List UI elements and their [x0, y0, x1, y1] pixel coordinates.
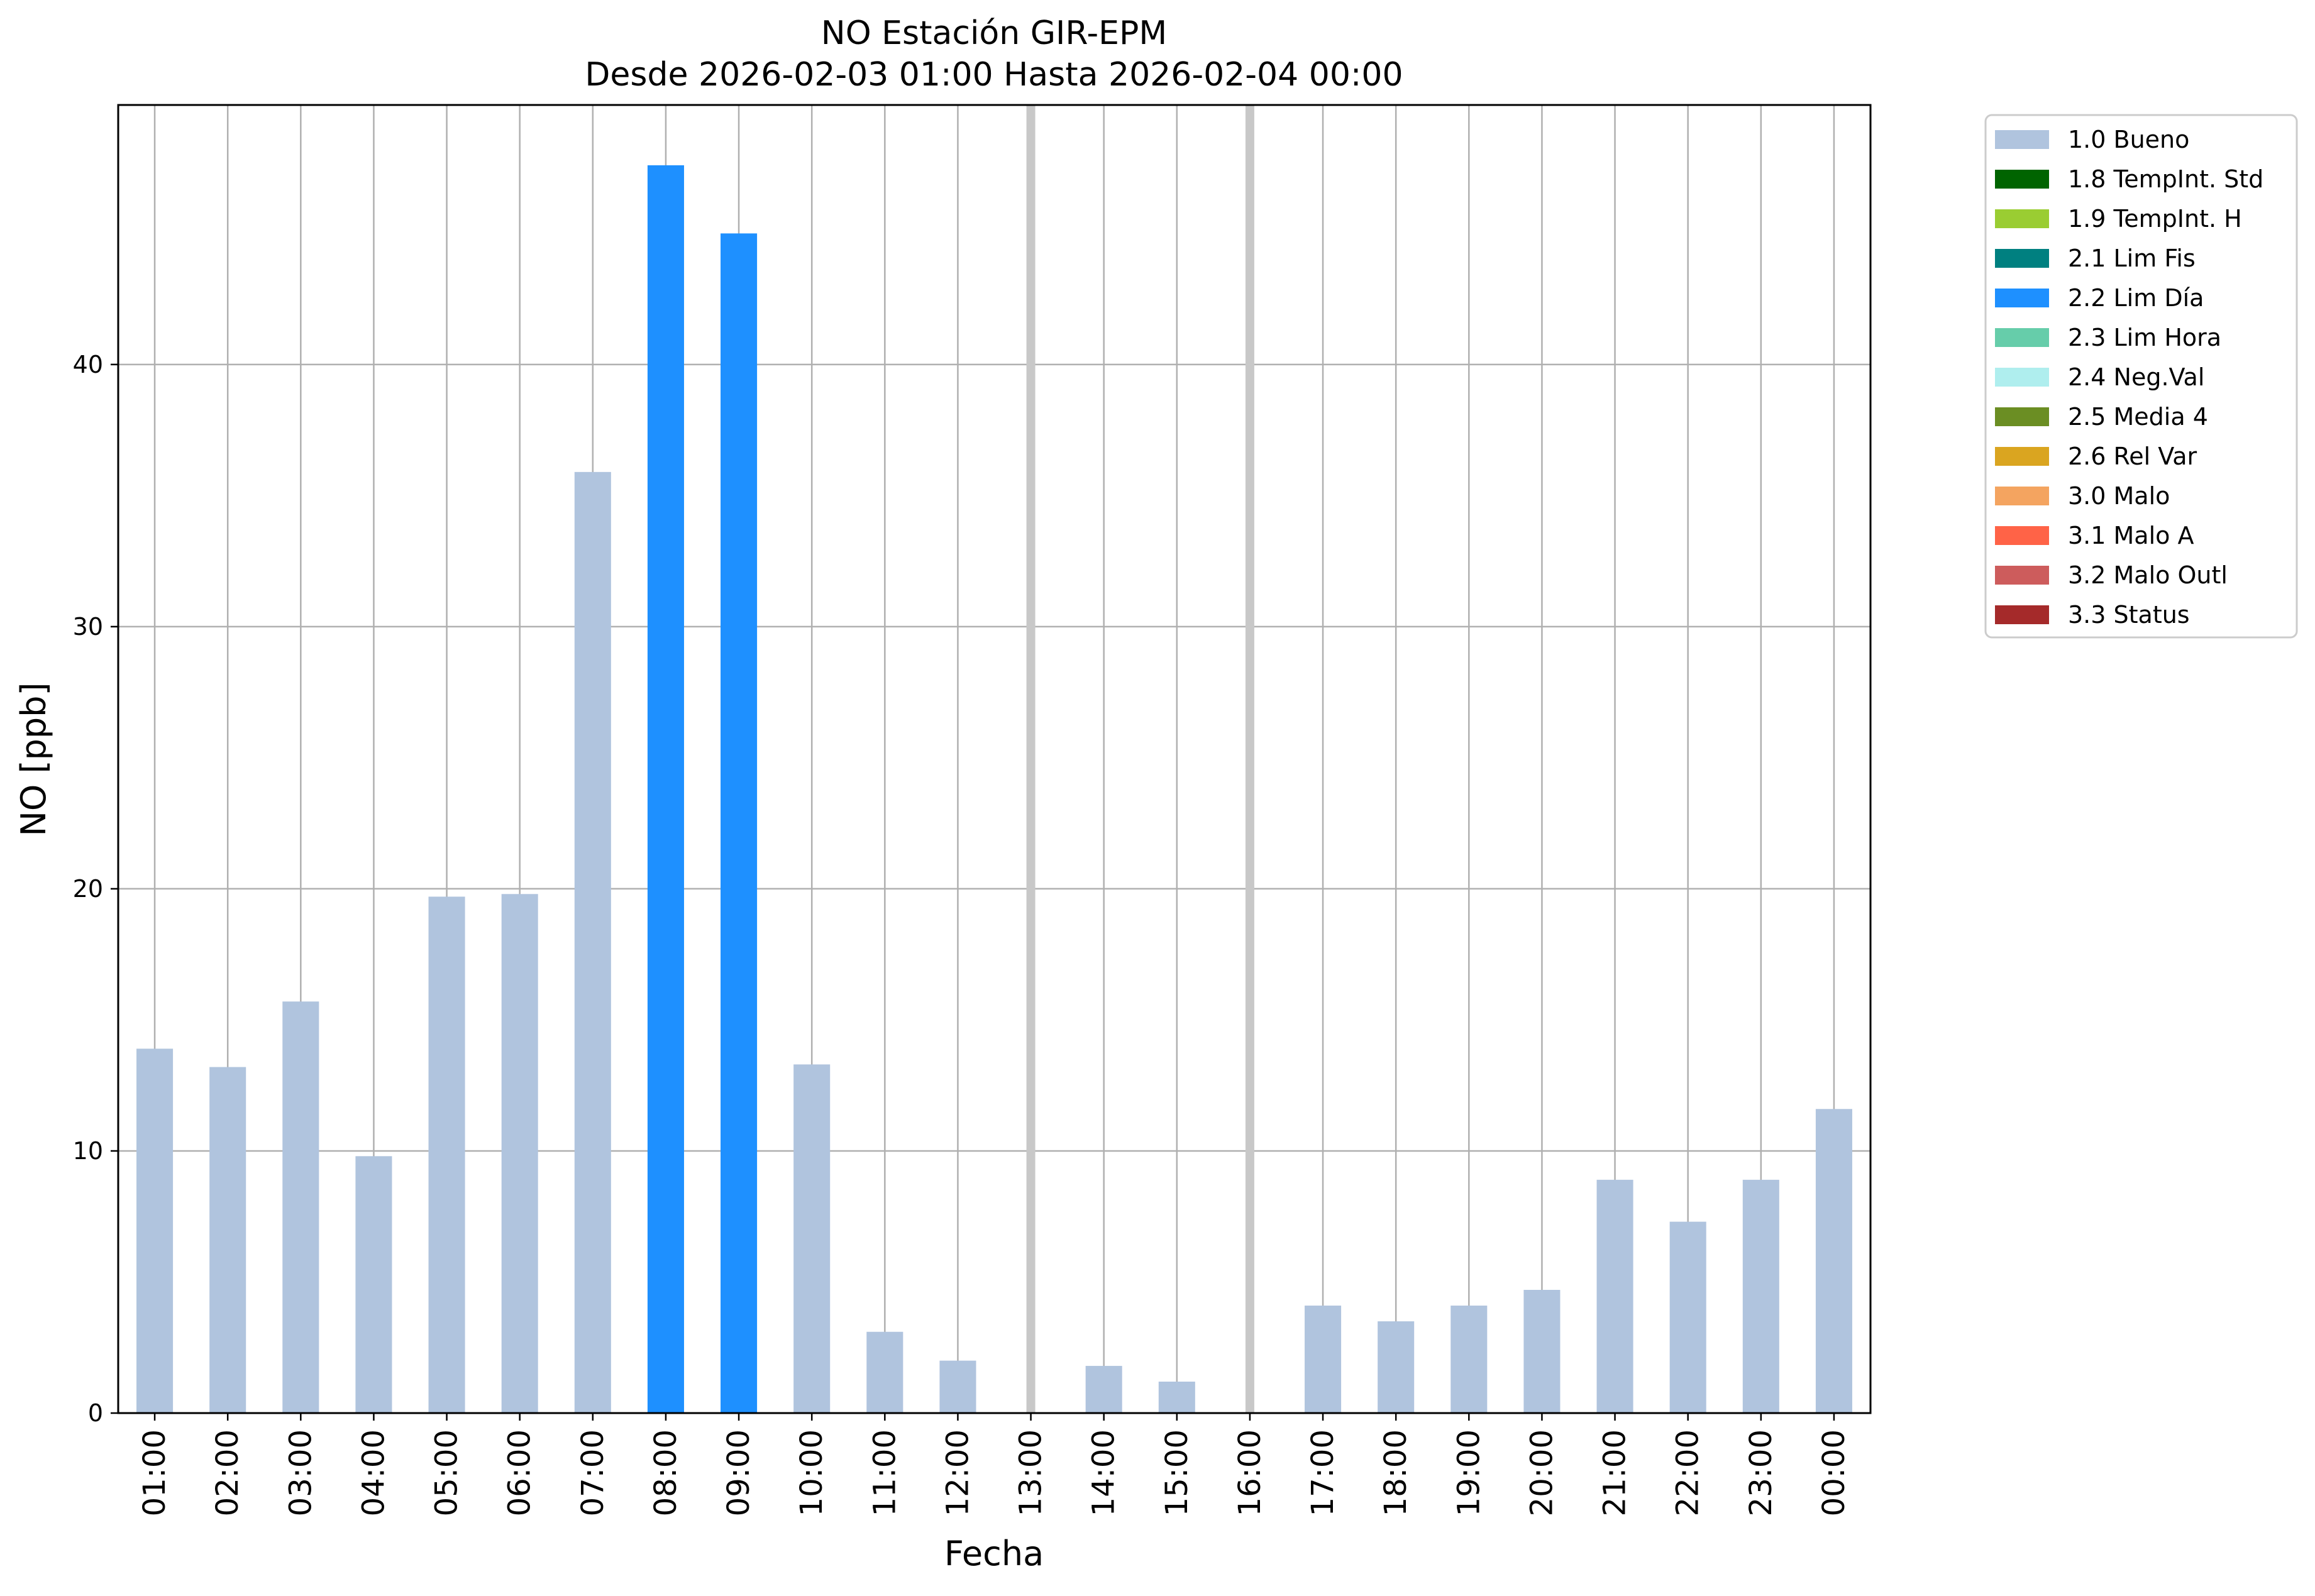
bar — [647, 165, 684, 1413]
legend-swatch — [1995, 289, 2049, 307]
legend-swatch — [1995, 566, 2049, 585]
x-tick-label: 14:00 — [1086, 1429, 1122, 1516]
x-tick-label: 04:00 — [356, 1429, 391, 1516]
x-tick-label: 08:00 — [648, 1429, 683, 1516]
x-tick-label: 11:00 — [867, 1429, 902, 1516]
legend-label: 3.2 Malo Outl — [2068, 561, 2228, 589]
bar — [1305, 1306, 1342, 1413]
legend-label: 3.0 Malo — [2068, 482, 2170, 510]
x-tick-label: 21:00 — [1598, 1429, 1633, 1516]
legend-swatch — [1995, 447, 2049, 466]
bar — [1085, 1365, 1122, 1413]
x-tick-label: 16:00 — [1232, 1429, 1268, 1516]
bar — [501, 894, 538, 1413]
bar — [1596, 1179, 1633, 1413]
x-tick-label: 10:00 — [794, 1429, 829, 1516]
bar — [282, 1001, 319, 1413]
bar — [793, 1064, 831, 1413]
plot-frame — [117, 104, 1872, 1414]
x-tick-label: 13:00 — [1014, 1429, 1049, 1516]
legend-label: 2.1 Lim Fis — [2068, 245, 2196, 272]
bar — [136, 1048, 174, 1413]
bar — [866, 1331, 903, 1413]
legend: 1.0 Bueno 1.8 TempInt. Std 1.9 TempInt. H 2… — [1984, 114, 2298, 639]
legend-label: 2.6 Rel Var — [2068, 443, 2197, 470]
x-tick-label: 12:00 — [940, 1429, 975, 1516]
bar — [1450, 1306, 1488, 1413]
bar — [1815, 1109, 1852, 1413]
legend-swatch — [1995, 526, 2049, 545]
legend-swatch — [1995, 605, 2049, 624]
missing-marker-layer — [1026, 105, 1254, 1413]
tick-layer: 01:00 02:00 03:00 04:00 05:00 06:00 07:00 08:00… — [73, 351, 1852, 1516]
bar — [1158, 1381, 1195, 1413]
bar — [574, 471, 611, 1414]
legend-label: 3.3 Status — [2068, 601, 2190, 629]
bar — [1523, 1289, 1561, 1413]
missing-data-marker — [1026, 105, 1036, 1413]
x-tick-label: 22:00 — [1671, 1429, 1706, 1516]
legend-label: 3.1 Malo A — [2068, 522, 2194, 549]
x-tick-label: 01:00 — [137, 1429, 172, 1516]
x-tick-label: 17:00 — [1305, 1429, 1340, 1516]
legend-swatch — [1995, 209, 2049, 228]
x-tick-label: 15:00 — [1159, 1429, 1195, 1516]
x-tick-label: 02:00 — [210, 1429, 245, 1516]
bar-layer — [136, 165, 1852, 1414]
legend-label: 1.8 TempInt. Std — [2068, 165, 2263, 193]
x-tick-label: 03:00 — [283, 1429, 318, 1516]
x-tick-label: 19:00 — [1451, 1429, 1486, 1516]
bar — [1669, 1221, 1706, 1413]
legend-swatch — [1995, 328, 2049, 347]
legend-label: 2.4 Neg.Val — [2068, 363, 2204, 391]
y-tick-label: 0 — [88, 1399, 103, 1427]
x-tick-label: 20:00 — [1524, 1429, 1559, 1516]
legend-swatch — [1995, 487, 2049, 505]
x-tick-label: 06:00 — [502, 1429, 538, 1516]
bar — [355, 1156, 392, 1413]
x-tick-label: 00:00 — [1816, 1429, 1852, 1516]
x-axis-label: Fecha — [944, 1534, 1044, 1573]
bar — [428, 896, 465, 1413]
legend-label: 2.5 Media 4 — [2068, 403, 2208, 431]
bar — [721, 233, 758, 1413]
missing-data-marker — [1245, 105, 1254, 1413]
y-tick-label: 40 — [73, 351, 103, 378]
y-tick-label: 20 — [73, 875, 103, 903]
legend-label: 1.9 TempInt. H — [2068, 205, 2242, 233]
legend-label: 1.0 Bueno — [2068, 126, 2189, 153]
bar — [939, 1360, 976, 1413]
legend-label: 2.2 Lim Día — [2068, 284, 2204, 312]
y-axis-label: NO [ppb] — [14, 682, 53, 836]
x-tick-label: 07:00 — [575, 1429, 611, 1516]
bar — [209, 1067, 246, 1413]
x-tick-label: 09:00 — [721, 1429, 756, 1516]
chart-title: NO Estación GIR-EPM — [821, 14, 1167, 52]
chart-subtitle: Desde 2026-02-03 01:00 Hasta 2026-02-04 … — [585, 56, 1403, 94]
x-tick-label: 23:00 — [1743, 1429, 1779, 1516]
legend-swatch — [1995, 407, 2049, 426]
bar — [1742, 1179, 1779, 1413]
x-tick-label: 05:00 — [429, 1429, 465, 1516]
y-tick-label: 30 — [73, 613, 103, 641]
legend-frame — [1984, 114, 2298, 639]
x-tick-label: 18:00 — [1378, 1429, 1413, 1516]
legend-swatch — [1995, 368, 2049, 387]
legend-label: 2.3 Lim Hora — [2068, 324, 2221, 351]
legend-swatch — [1995, 249, 2049, 268]
y-tick-label: 10 — [73, 1137, 103, 1165]
bar — [1378, 1321, 1415, 1413]
legend-swatch — [1995, 130, 2049, 149]
legend-swatch — [1995, 170, 2049, 189]
